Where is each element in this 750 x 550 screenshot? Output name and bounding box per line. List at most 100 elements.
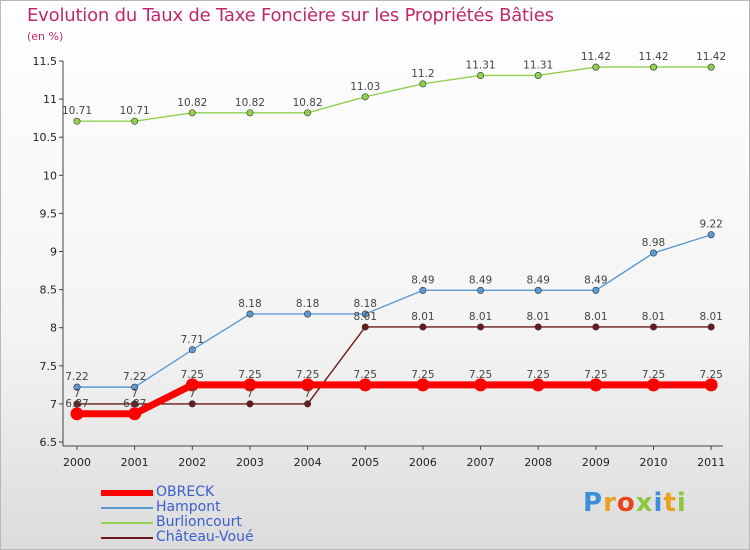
data-point (589, 378, 603, 392)
data-label: 11.31 (466, 59, 496, 71)
data-point (246, 109, 254, 117)
data-point (73, 383, 81, 391)
y-tick-label: 8.5 (40, 284, 58, 297)
data-label: 7 (131, 388, 138, 400)
data-label: 8.01 (354, 311, 377, 323)
data-point (188, 109, 196, 117)
x-tick-label: 2001 (121, 456, 149, 469)
series-line-obreck (77, 381, 712, 418)
data-point (534, 323, 542, 331)
series-line-ch-teau-vou- (77, 326, 712, 405)
data-point (246, 310, 254, 318)
data-label: 10.82 (235, 97, 265, 109)
data-label: 7.25 (354, 369, 377, 381)
legend-swatch (101, 490, 153, 496)
logo-letter: x (635, 488, 654, 518)
data-point (647, 378, 660, 392)
legend-label: Burlioncourt (156, 514, 242, 530)
data-point (246, 400, 254, 408)
data-label: 8.18 (238, 298, 261, 310)
x-tick-label: 2003 (236, 456, 264, 469)
data-label: 8.01 (469, 311, 492, 323)
data-label: 8.18 (296, 298, 319, 310)
data-point (477, 71, 485, 79)
data-point (358, 378, 372, 392)
data-label: 11.42 (581, 51, 611, 63)
logo-letter: o (616, 488, 636, 518)
data-label: 7.25 (527, 369, 550, 381)
x-tick-label: 2002 (178, 456, 206, 469)
data-point (416, 378, 430, 392)
data-point (73, 400, 81, 408)
data-label: 7.25 (181, 369, 204, 381)
data-point (128, 407, 142, 421)
x-tick-label: 2004 (294, 456, 322, 469)
data-point (419, 323, 427, 331)
y-tick-label: 9 (50, 246, 57, 259)
data-label: 7 (74, 388, 81, 400)
chart-title: Evolution du Taux de Taxe Foncière sur l… (27, 5, 554, 26)
data-point (704, 378, 718, 392)
data-label: 8.01 (584, 311, 607, 323)
data-label: 10.82 (293, 97, 323, 109)
y-tick-label: 11 (43, 93, 57, 106)
data-point (592, 286, 600, 294)
data-label: 7.25 (699, 369, 722, 381)
data-label: 11.2 (411, 68, 434, 80)
data-label: 8.01 (699, 311, 722, 323)
data-label: 8.49 (469, 274, 492, 286)
logo-letter: r (603, 488, 617, 518)
logo-letter: t (663, 488, 677, 518)
data-point (188, 400, 196, 408)
y-tick-label: 9.5 (40, 207, 58, 220)
data-label: 6.87 (123, 398, 146, 410)
data-label: 11.42 (696, 51, 726, 63)
data-point (707, 323, 715, 331)
data-point (474, 378, 488, 392)
data-label: 11.42 (638, 51, 668, 63)
y-axis-unit: (en %) (27, 30, 64, 43)
data-label: 8.01 (411, 311, 434, 323)
data-point (131, 117, 139, 125)
x-tick-label: 2011 (697, 456, 725, 469)
x-tick-label: 2007 (467, 456, 495, 469)
data-label: 11.03 (350, 81, 380, 93)
data-point (534, 286, 542, 294)
data-point (131, 400, 139, 408)
legend-label: Château-Voué (156, 529, 254, 545)
data-label: 7.71 (181, 334, 204, 346)
data-point (649, 323, 657, 331)
y-tick-label: 7 (50, 398, 57, 411)
data-point (477, 323, 485, 331)
data-label: 7 (304, 388, 311, 400)
x-tick-label: 2000 (63, 456, 91, 469)
data-label: 7.25 (238, 369, 261, 381)
data-label: 8.49 (527, 274, 550, 286)
legend-label: Hampont (156, 499, 221, 515)
data-point (70, 407, 84, 421)
data-point (73, 117, 81, 125)
data-point (301, 378, 315, 392)
data-label: 7.25 (642, 369, 665, 381)
proxiti-logo: Proxiti (583, 488, 687, 518)
data-point (592, 323, 600, 331)
data-label: 8.49 (584, 274, 607, 286)
data-label: 10.82 (177, 97, 207, 109)
data-label: 8.01 (642, 311, 665, 323)
data-label: 8.18 (354, 298, 377, 310)
data-label: 7.25 (584, 369, 607, 381)
data-label: 7 (189, 388, 196, 400)
data-label: 9.22 (699, 219, 722, 231)
data-label: 7.25 (411, 369, 434, 381)
legend-swatch (101, 537, 153, 539)
x-tick-label: 2008 (524, 456, 552, 469)
data-label: 10.71 (120, 105, 150, 117)
logo-letter: P (583, 488, 604, 518)
data-label: 8.01 (527, 311, 550, 323)
data-label: 8.98 (642, 237, 665, 249)
data-point (707, 63, 715, 71)
legend-swatch (101, 507, 153, 509)
x-tick-label: 2006 (409, 456, 437, 469)
